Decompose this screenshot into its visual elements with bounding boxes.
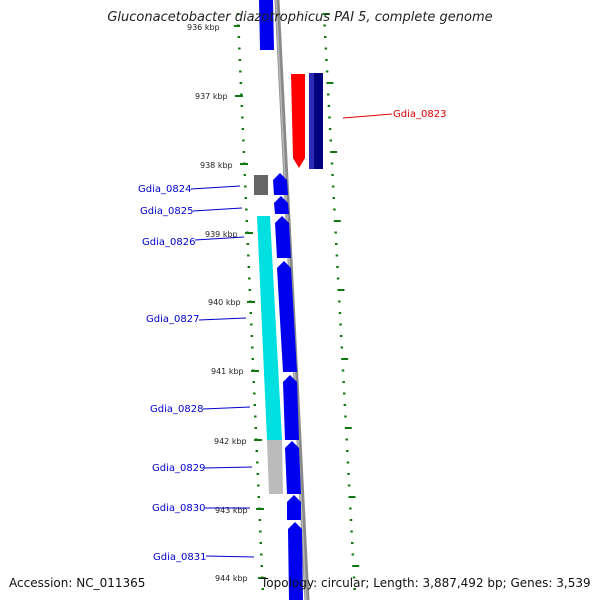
ruler-tick-label: 937 kbp — [195, 92, 228, 101]
gene-feature-gdia-0824[interactable] — [254, 175, 268, 195]
gene-arrow-gdia-0824[interactable] — [273, 173, 288, 195]
ruler-tick-label: 943 kbp — [215, 506, 248, 515]
svg-text:Gdia_0825: Gdia_0825 — [140, 206, 193, 217]
gene-label-gdia-0828[interactable]: Gdia_0828 — [150, 404, 251, 415]
gene-label-gdia-0825[interactable]: Gdia_0825 — [140, 206, 243, 217]
ruler-tick: 936 kbp — [187, 23, 240, 32]
ruler-tick-label: 940 kbp — [208, 298, 241, 307]
gene-label-gdia-0830[interactable]: Gdia_0830 — [152, 503, 250, 514]
gene-arrow-gdia-0830[interactable] — [287, 495, 301, 520]
ruler-tick: 942 kbp — [214, 437, 262, 446]
ruler-tick: 938 kbp — [200, 161, 248, 170]
ruler-tick: 940 kbp — [208, 298, 255, 307]
svg-text:Gdia_0826: Gdia_0826 — [142, 237, 195, 248]
gene-arrow-gdia-0825[interactable] — [274, 196, 289, 214]
svg-text:Gdia_0828: Gdia_0828 — [150, 404, 203, 415]
ruler-tick: 941 kbp — [211, 367, 259, 376]
reverse-strand-features — [291, 73, 323, 169]
ruler: 936 kbp 937 kbp 938 kbp 939 kbp 940 kbp … — [187, 23, 266, 583]
ruler-tick-label: 936 kbp — [187, 23, 220, 32]
ruler-tick: 939 kbp — [205, 230, 253, 239]
gene-arrow-gdia-0831[interactable] — [288, 522, 303, 600]
gene-arrow-gdia-0829[interactable] — [285, 441, 301, 494]
svg-text:Gdia_0824: Gdia_0824 — [138, 184, 191, 195]
gene-feature-gdia-0826[interactable] — [257, 216, 282, 440]
gene-feature-gdia-0829[interactable] — [267, 440, 283, 494]
gene-label-gdia-0823[interactable]: Gdia_0823 — [342, 109, 446, 120]
ruler-tick-label: 941 kbp — [211, 367, 244, 376]
svg-text:Gdia_0823: Gdia_0823 — [393, 109, 446, 120]
ruler-tick: 937 kbp — [195, 92, 243, 101]
svg-text:Gdia_0829: Gdia_0829 — [152, 463, 205, 474]
forward-strand-features — [254, 0, 303, 600]
accession-text: Accession: NC_011365 — [9, 576, 146, 590]
gene-label-gdia-0829[interactable]: Gdia_0829 — [152, 463, 253, 474]
gene-labels: Gdia_0823 Gdia_0824 Gdia_0825 Gdia_0826 … — [138, 109, 446, 563]
gene-label-gdia-0831[interactable]: Gdia_0831 — [153, 552, 255, 563]
ruler-tick: 943 kbp — [215, 506, 264, 515]
map-title: Gluconacetobacter diazotrophicus PAI 5, … — [107, 10, 493, 25]
genome-summary-text: Topology: circular; Length: 3,887,492 bp… — [261, 576, 591, 590]
svg-text:Gdia_0830: Gdia_0830 — [152, 503, 205, 514]
ruler-tick-label: 938 kbp — [200, 161, 233, 170]
gene-label-gdia-0824[interactable]: Gdia_0824 — [138, 184, 241, 195]
svg-text:Gdia_0831: Gdia_0831 — [153, 552, 206, 563]
gene-feature-gdia-0823[interactable] — [291, 74, 305, 168]
gene-arrow-gdia-0826[interactable] — [275, 216, 291, 258]
gene-arrow-gdia-0827[interactable] — [277, 261, 297, 372]
gene-feature-top[interactable] — [259, 0, 274, 50]
gene-arrow-gdia-0828[interactable] — [283, 375, 299, 440]
gene-feature-shade — [309, 73, 314, 169]
gene-label-gdia-0827[interactable]: Gdia_0827 — [146, 314, 247, 325]
ruler-tick-label: 944 kbp — [215, 574, 248, 583]
ruler-tick-label: 939 kbp — [205, 230, 238, 239]
ruler-tick-label: 942 kbp — [214, 437, 247, 446]
svg-text:Gdia_0827: Gdia_0827 — [146, 314, 199, 325]
ruler-tick: 944 kbp — [215, 574, 266, 583]
gene-label-gdia-0826[interactable]: Gdia_0826 — [142, 236, 245, 248]
